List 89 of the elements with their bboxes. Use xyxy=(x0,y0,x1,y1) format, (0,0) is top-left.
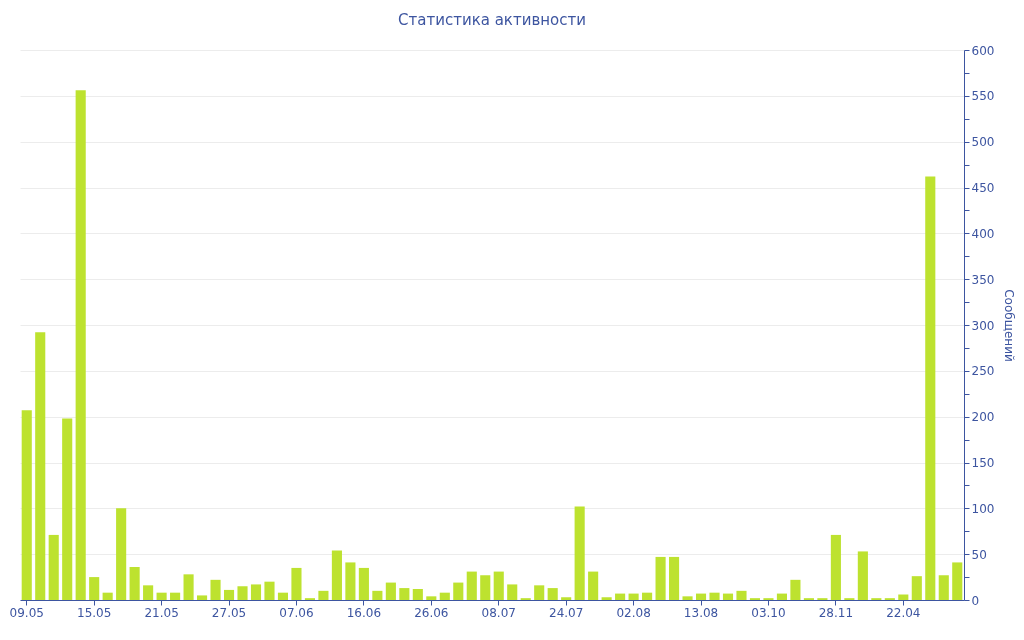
bar xyxy=(358,567,369,600)
bar xyxy=(938,575,949,600)
bar xyxy=(628,593,639,600)
bar xyxy=(237,586,248,600)
bar xyxy=(143,585,154,600)
bar xyxy=(642,592,653,600)
bar xyxy=(250,584,262,600)
y-tick-label: 0 xyxy=(971,593,980,608)
y-tick-label: 250 xyxy=(971,364,995,379)
bar xyxy=(35,332,46,600)
x-tick-label: 02.08 xyxy=(616,605,651,620)
bar xyxy=(345,562,356,600)
bar xyxy=(547,588,558,600)
y-tick-label: 600 xyxy=(971,43,995,58)
bar xyxy=(183,574,194,600)
bar xyxy=(426,596,437,600)
bar xyxy=(48,534,59,600)
bar xyxy=(493,571,504,600)
bar xyxy=(480,575,491,600)
bar xyxy=(318,590,329,600)
bar xyxy=(116,508,127,600)
bar xyxy=(574,506,585,600)
y-axis-title: Сообщений xyxy=(1002,289,1017,362)
bar xyxy=(709,592,720,600)
y-tick-label: 500 xyxy=(971,135,995,150)
bar xyxy=(952,562,963,600)
bar xyxy=(372,590,383,600)
y-tick-label: 150 xyxy=(971,456,995,470)
bar xyxy=(669,556,680,600)
y-tick-label: 200 xyxy=(971,410,995,425)
bar xyxy=(412,589,423,600)
y-tick-label: 300 xyxy=(971,318,995,333)
bar xyxy=(156,592,167,600)
x-tick-label: 26.06 xyxy=(414,605,449,620)
x-tick-label: 21.05 xyxy=(144,605,179,620)
y-tick-label: 350 xyxy=(971,272,995,287)
bar xyxy=(210,579,221,600)
x-tick-label: 09.05 xyxy=(9,605,44,620)
bar xyxy=(776,593,787,600)
y-tick-label: 50 xyxy=(971,547,987,562)
bar xyxy=(507,584,518,600)
x-tick-label: 15.05 xyxy=(76,605,112,620)
bar xyxy=(62,418,73,600)
x-tick-label: 28.11 xyxy=(818,605,854,620)
bar xyxy=(601,597,612,600)
bar xyxy=(385,582,396,600)
chart-title: Статистика активности xyxy=(398,11,586,29)
x-tick-label: 22.04 xyxy=(886,605,921,620)
y-tick-label: 550 xyxy=(971,89,995,104)
y-tick-label: 400 xyxy=(971,226,995,241)
bar xyxy=(790,579,801,600)
x-tick-label: 07.06 xyxy=(279,605,314,620)
bar xyxy=(129,567,140,600)
bar xyxy=(615,593,626,600)
x-tick-label: 03.10 xyxy=(751,605,786,620)
bar xyxy=(399,588,410,600)
bar xyxy=(89,577,100,600)
x-tick-label: 24.07 xyxy=(548,605,584,620)
bar xyxy=(736,590,747,600)
bar xyxy=(830,534,841,600)
x-tick-label: 16.06 xyxy=(346,605,382,620)
bar xyxy=(722,593,734,600)
bar xyxy=(534,585,545,600)
bar xyxy=(453,582,464,600)
bar xyxy=(170,592,181,600)
x-tick-label: 08.07 xyxy=(481,605,516,620)
bar xyxy=(277,592,289,600)
bar xyxy=(561,597,572,600)
bar xyxy=(911,576,922,600)
bar xyxy=(588,571,599,600)
bar xyxy=(291,567,302,600)
bar xyxy=(857,551,868,600)
bar xyxy=(223,589,235,600)
bar xyxy=(682,596,693,600)
x-tick-label: 27.05 xyxy=(211,605,247,620)
y-tick-label: 100 xyxy=(971,501,995,516)
x-tick-label: 13.08 xyxy=(683,605,719,620)
bar xyxy=(925,176,936,600)
bar xyxy=(21,410,32,600)
bar xyxy=(439,592,450,600)
bar xyxy=(197,595,208,600)
bar xyxy=(655,556,666,600)
bar xyxy=(695,593,707,600)
bar xyxy=(466,571,477,600)
bar xyxy=(75,90,86,600)
y-tick-label: 450 xyxy=(971,181,995,195)
bar xyxy=(264,581,275,600)
bar xyxy=(331,550,342,600)
bar xyxy=(102,592,113,600)
